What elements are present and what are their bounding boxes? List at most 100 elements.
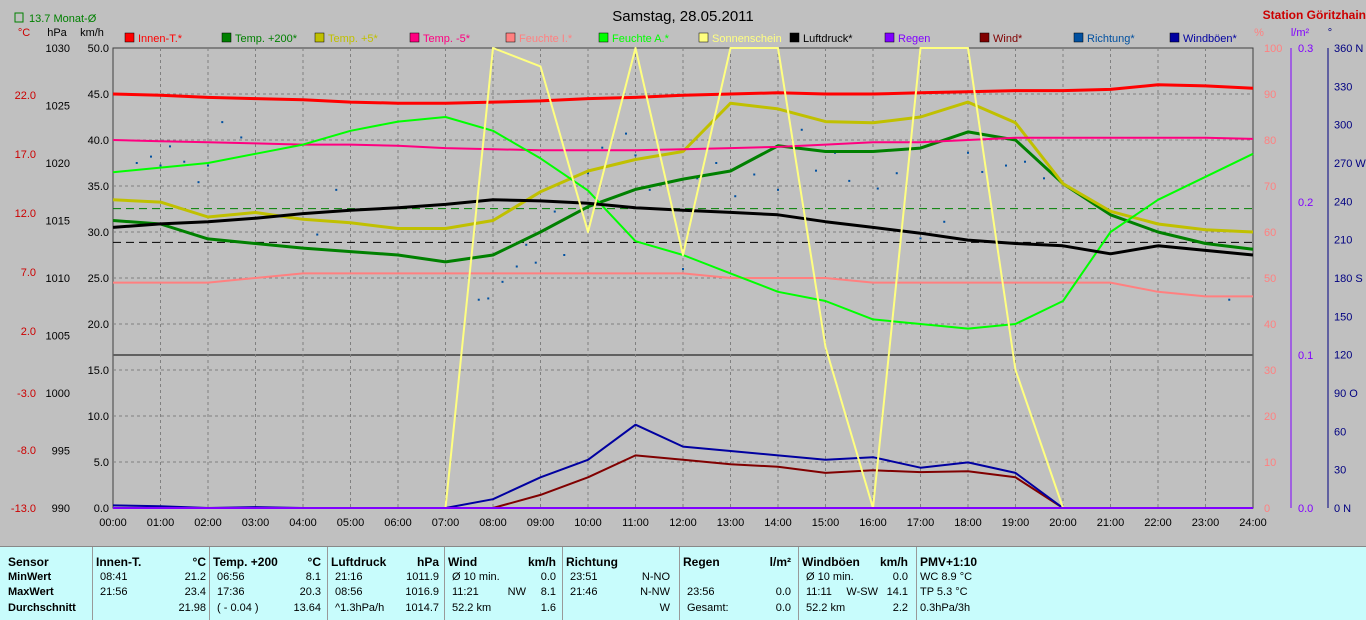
stats-separator: [679, 547, 680, 620]
stats-cell-value: 8.1: [540, 586, 556, 598]
series-line-luftdruck: [112, 198, 1254, 257]
tick-celsius: 12.0: [15, 208, 36, 220]
stats-cell-value: 20.3: [299, 586, 321, 598]
direction-point: [335, 188, 338, 191]
stats-cell-time: ^1.3hPa/h: [335, 602, 385, 614]
tick-percent: 90: [1264, 89, 1276, 101]
tick-kmh: 20.0: [88, 319, 109, 331]
stats-head-luftdruck: Luftdruck: [331, 555, 387, 569]
stats-unit-innen: °C: [192, 555, 206, 569]
direction-point: [1228, 298, 1231, 301]
stats-head-temp200: Temp. +200: [213, 555, 278, 569]
stats-row-label: MaxWert: [8, 586, 54, 598]
tick-direction: 90 O: [1334, 388, 1358, 400]
direction-point: [967, 151, 969, 154]
tick-direction: 180 S: [1334, 273, 1363, 285]
direction-point: [183, 160, 186, 163]
tick-hpa: 995: [52, 446, 70, 458]
direction-point: [553, 210, 556, 213]
legend-swatch: [698, 32, 709, 43]
tick-hpa: 1010: [46, 273, 70, 285]
tick-percent: 10: [1264, 457, 1276, 469]
tick-rain: 0.2: [1298, 197, 1313, 209]
legend-label: Windböen*: [1183, 33, 1238, 45]
legend-swatch: [1073, 32, 1084, 43]
tick-percent: 50: [1264, 273, 1276, 285]
unit-rain: l/m²: [1291, 27, 1310, 39]
tick-time: 14:00: [764, 517, 792, 529]
stats-cell-time: 52.2 km: [452, 602, 492, 614]
stats-col-pmv: PMV+1:10 WC 8.9 °C TP 5.3 °C 0.3hPa/3h: [916, 547, 1040, 620]
stats-unit-windboeen: km/h: [879, 555, 908, 569]
stats-cell-value: 23.4: [184, 586, 206, 598]
stats-unit-luftdruck: hPa: [416, 555, 439, 569]
stats-cell-value: 0.0: [775, 586, 791, 598]
direction-point: [316, 233, 319, 236]
tick-percent: 20: [1264, 411, 1276, 423]
legend-label: Luftdruck*: [803, 33, 853, 45]
stats-pmv-value: WC 8.9 °C: [920, 571, 973, 583]
tick-direction: 0 N: [1334, 503, 1351, 515]
direction-point: [240, 136, 243, 139]
direction-point: [587, 172, 589, 175]
series-line-feuchte-i: [113, 272, 1253, 298]
tick-hpa: 990: [52, 503, 70, 515]
direction-point: [895, 172, 898, 175]
legend-swatch: [505, 32, 516, 43]
direction-point: [501, 280, 504, 283]
legend-swatch: [598, 32, 609, 43]
tick-time: 07:00: [432, 517, 460, 529]
legend-label: Feuchte I.*: [519, 33, 573, 45]
stats-pmv-value: 0.3hPa/3h: [920, 602, 971, 614]
direction-point: [207, 164, 209, 167]
stats-cell-time: 11:11: [806, 586, 832, 598]
tick-direction: 360 N: [1334, 43, 1363, 55]
legend-swatch: [124, 32, 135, 43]
stats-unit-regen: l/m²: [769, 555, 791, 569]
stats-cell-value: W: [659, 602, 670, 614]
tick-celsius: 2.0: [21, 326, 36, 338]
direction-point: [525, 243, 528, 246]
stats-cell-direction: W-SW: [846, 586, 878, 598]
tick-percent: 0: [1264, 503, 1270, 515]
tick-direction: 240: [1334, 196, 1352, 208]
direction-point: [221, 121, 224, 124]
stats-cell-value: 0.0: [892, 571, 908, 583]
stats-cell-time: 21:46: [570, 586, 598, 598]
legend-swatch: [409, 32, 420, 43]
legend-label: Temp. +5*: [328, 33, 379, 45]
tick-direction: 330: [1334, 81, 1352, 93]
tick-percent: 40: [1264, 319, 1276, 331]
tick-time: 06:00: [384, 517, 412, 529]
stats-col-innen: Innen-T. °C 08:41 21.2 21:56 23.4 21.98: [92, 547, 206, 620]
direction-point: [943, 220, 946, 223]
direction-point: [1043, 177, 1045, 180]
direction-point: [601, 146, 604, 149]
stats-cell-time: 21:56: [100, 586, 128, 598]
stats-separator: [798, 547, 799, 620]
tick-time: 24:00: [1239, 517, 1267, 529]
stats-cell-value: N-NO: [641, 571, 670, 583]
stats-separator: [327, 547, 328, 620]
stats-cell-value: 21.2: [184, 571, 206, 583]
tick-celsius: -3.0: [17, 388, 36, 400]
stats-unit-wind: km/h: [527, 555, 556, 569]
stats-col-temp200: Temp. +200 °C 06:56 8.1 17:36 20.3 ( - 0.04 ) 1…: [209, 547, 321, 620]
stats-col-wind: Wind km/h Ø 10 min. 0.0 11:21 NW 8.1 52.2 km 1.6: [444, 547, 556, 620]
direction-point: [169, 145, 171, 148]
tick-direction: 30: [1334, 465, 1346, 477]
tick-kmh: 30.0: [88, 227, 109, 239]
stats-head-innen: Innen-T.: [96, 555, 142, 569]
tick-time: 04:00: [289, 517, 317, 529]
stats-cell-value: 2.2: [892, 602, 908, 614]
stats-cell-value: 14.1: [886, 586, 908, 598]
stats-cell-time: 11:21: [452, 586, 479, 598]
direction-point: [487, 297, 490, 300]
legend-label: Regen: [898, 33, 930, 45]
legend-label: Temp. -5*: [423, 33, 471, 45]
stats-separator: [562, 547, 563, 620]
legend-label: Richtung*: [1087, 33, 1135, 45]
stats-col-sensor: Sensor MinWert MaxWert Durchschnitt: [8, 547, 88, 620]
direction-point: [682, 268, 684, 271]
stats-head-richtung: Richtung: [566, 555, 618, 569]
